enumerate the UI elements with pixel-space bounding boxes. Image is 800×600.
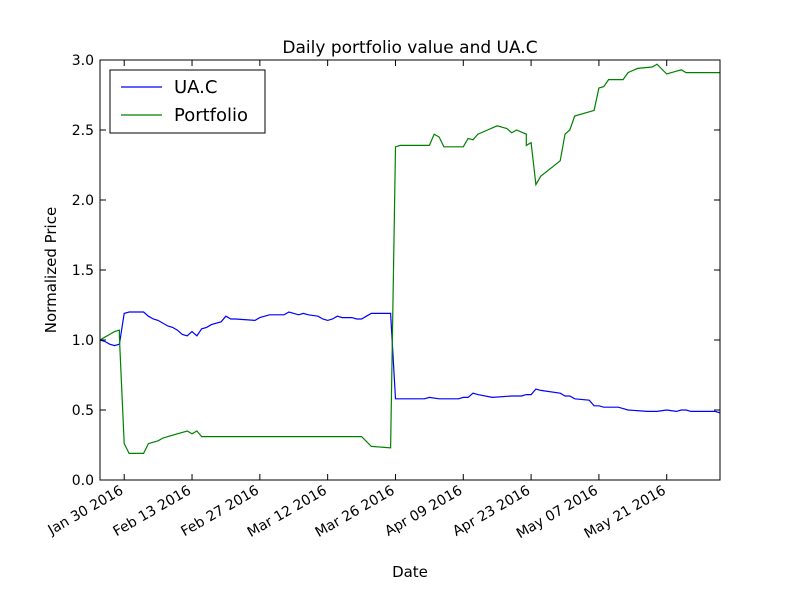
y-tick-label: 1.0 (72, 333, 94, 349)
legend: UA.C Portfolio (109, 69, 266, 134)
y-axis-title: Normalized Price (42, 207, 60, 333)
series-line-ua-c (99, 311, 721, 414)
y-tick-label: 1.5 (72, 263, 94, 279)
legend-label-portfolio: Portfolio (174, 105, 248, 126)
series-line-portfolio (99, 63, 720, 454)
x-axis-title: Date (392, 563, 428, 581)
y-tick-label: 0.0 (72, 473, 94, 489)
y-tick-label: 2.5 (72, 123, 94, 139)
plot-frame (99, 59, 721, 481)
chart-title: Daily portfolio value and UA.C (282, 38, 537, 58)
legend-box (109, 69, 266, 134)
y-tick-label: 3.0 (72, 53, 94, 69)
legend-label-ua-c: UA.C (174, 77, 217, 98)
y-tick-label: 2.0 (72, 193, 94, 209)
y-tick-label: 0.5 (72, 403, 94, 419)
plot-area (99, 63, 721, 454)
